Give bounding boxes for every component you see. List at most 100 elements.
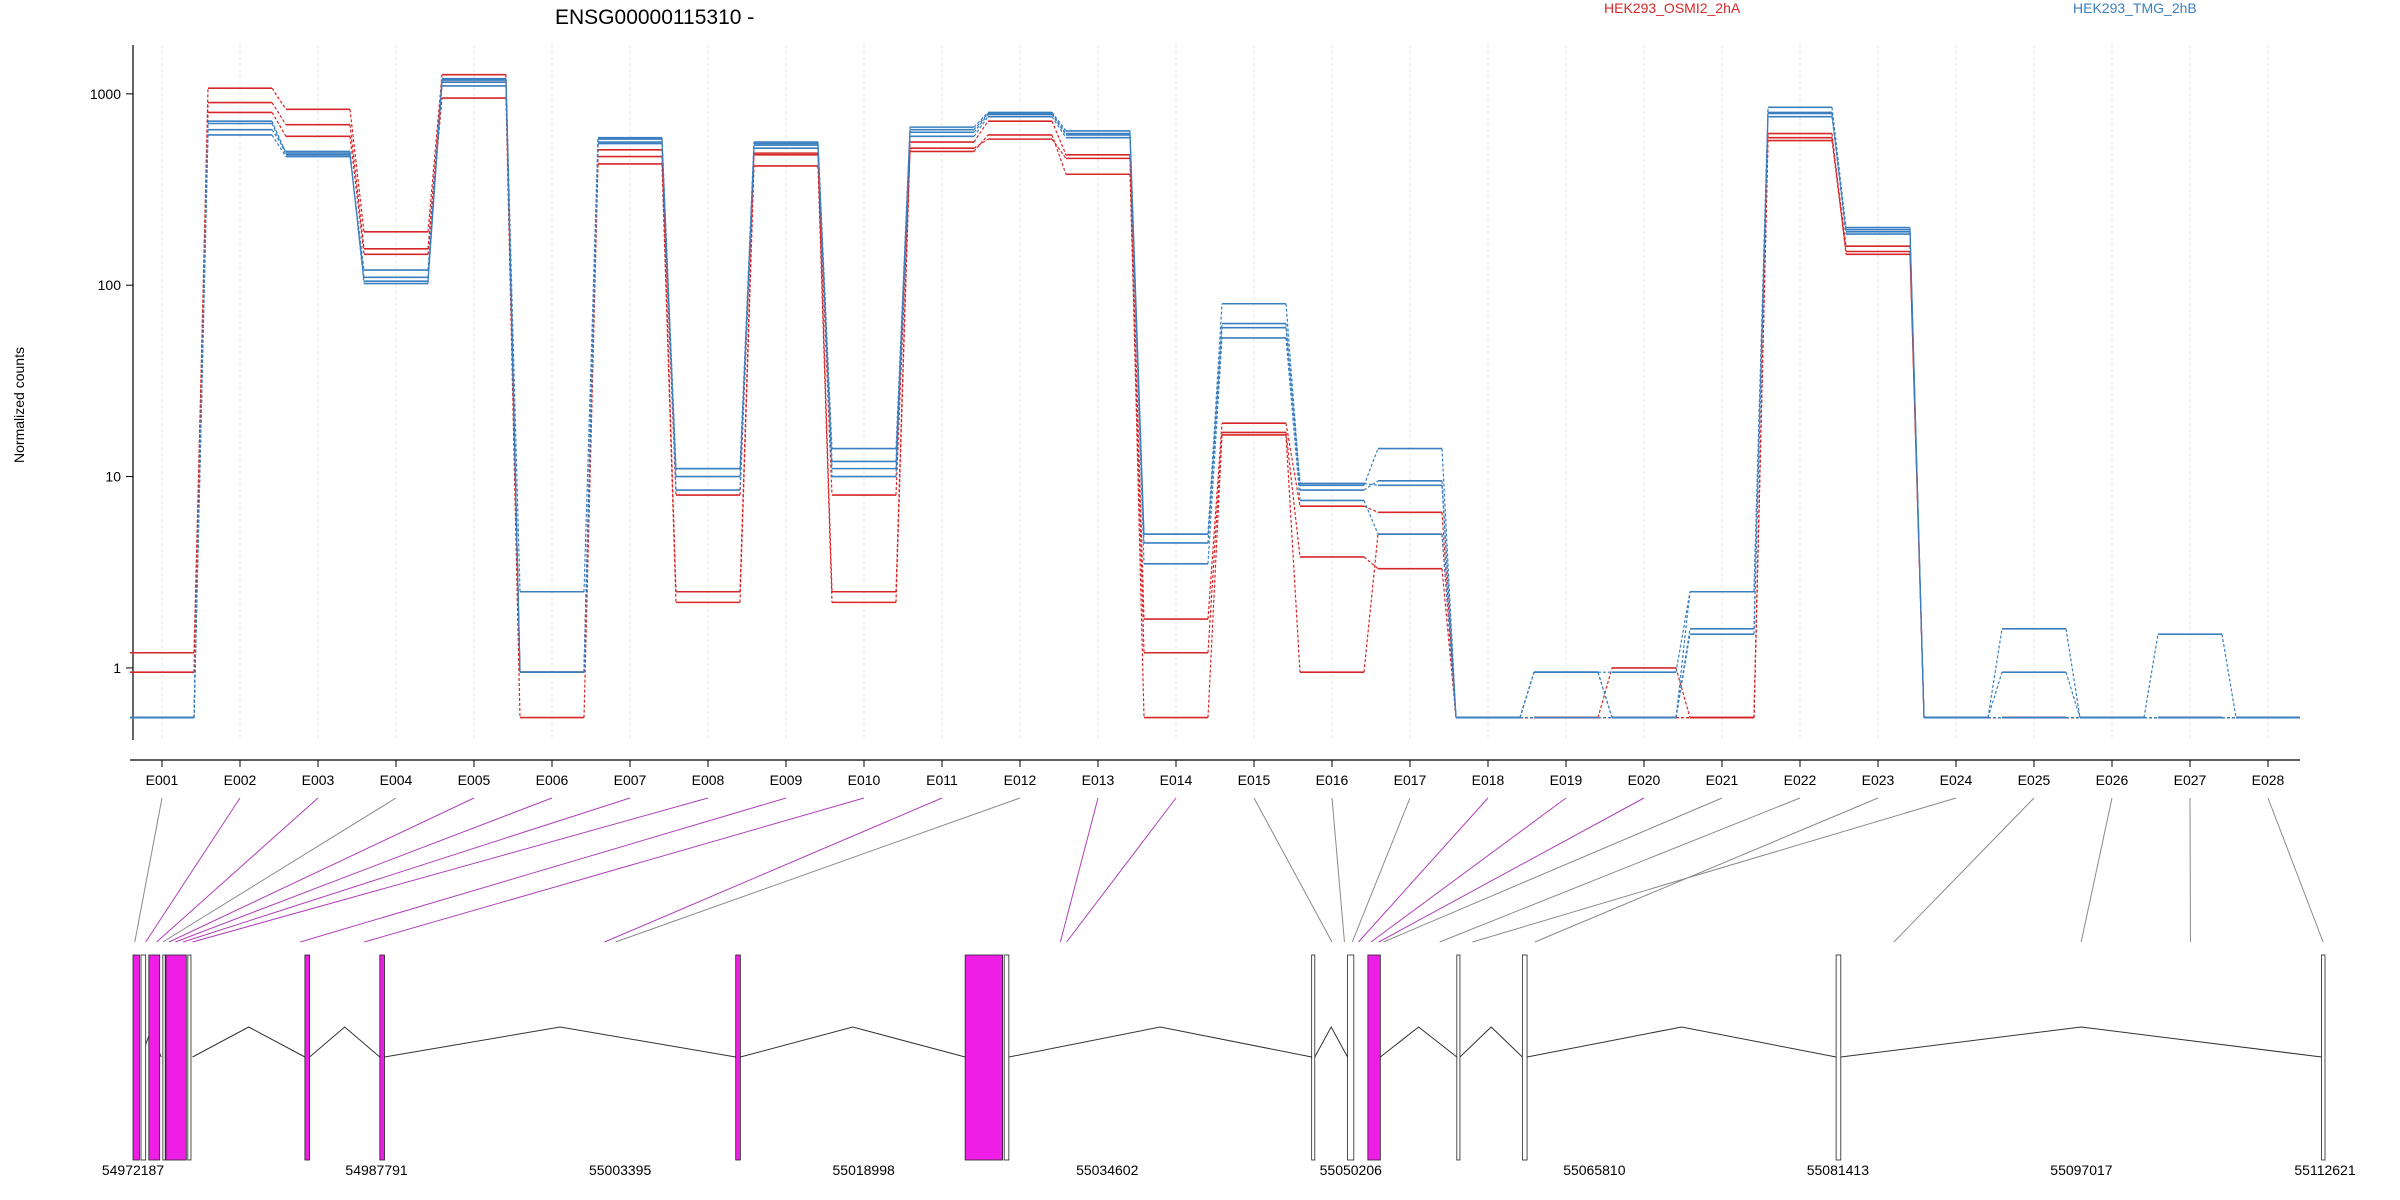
exon-block-grey-3: [187, 954, 192, 1161]
series-6-link-E012: [1051, 116, 1067, 139]
series-3-link-E013: [1129, 158, 1145, 718]
x-tick-label-E018: E018: [1472, 772, 1505, 788]
series-4-link-E006: [583, 137, 599, 592]
x-tick-label-E001: E001: [146, 772, 179, 788]
coordinate-label-55034602: 55034602: [1076, 1162, 1139, 1178]
series-2-link-E004: [427, 82, 443, 249]
intron-junction-5: [1008, 1026, 1312, 1058]
connector-E005: [168, 797, 475, 943]
y-tick-label-100: 100: [98, 277, 122, 293]
intron-junction-7: [1380, 1026, 1458, 1058]
intron-junction-8: [1459, 1026, 1523, 1058]
series-6-link-E017: [1441, 534, 1457, 718]
exon-block-grey-4: [1003, 954, 1010, 1161]
series-6: [130, 85, 2300, 719]
series-2: [130, 81, 2300, 719]
exon-block-magenta-4: [304, 954, 310, 1161]
x-tick-label-E025: E025: [2018, 772, 2051, 788]
series-5-link-E001: [193, 129, 209, 718]
series-5-link-E017: [1441, 480, 1457, 718]
x-tick-label-E007: E007: [614, 772, 647, 788]
series-6-link-E020: [1675, 591, 1691, 718]
series-4-link-E025: [2065, 628, 2081, 718]
series-1-link-E020: [1675, 667, 1691, 718]
intron-junction-9: [1526, 1026, 1837, 1058]
series-4-link-E011: [973, 111, 989, 128]
series-5-link-E016: [1363, 480, 1379, 491]
x-tick-label-E014: E014: [1160, 772, 1193, 788]
exon-block-magenta-5: [379, 954, 385, 1161]
series-5-link-E006: [583, 143, 599, 673]
series-7-link-E005: [505, 80, 521, 673]
series-3-link-E022: [1831, 140, 1847, 252]
series-1-link-E004: [427, 74, 443, 232]
connector-E010: [364, 797, 865, 943]
series-6-link-E023: [1909, 229, 1925, 718]
series-4-link-E020: [1675, 591, 1691, 673]
series-5-link-E024: [1987, 671, 2003, 718]
gene-model-track: [132, 954, 2326, 1161]
series-5-link-E025: [2065, 671, 2081, 718]
x-tick-label-E013: E013: [1082, 772, 1115, 788]
series-2-link-E010: [895, 151, 911, 496]
x-tick-label-E022: E022: [1784, 772, 1817, 788]
coordinate-label-55003395: 55003395: [589, 1162, 652, 1178]
x-tick-label-E002: E002: [224, 772, 257, 788]
x-tick-label-E023: E023: [1862, 772, 1895, 788]
exon-block-grey-2: [162, 954, 166, 1161]
coordinate-label-55112621: 55112621: [2294, 1162, 2355, 1178]
x-tick-label-E012: E012: [1004, 772, 1037, 788]
x-tick-label-E011: E011: [926, 772, 958, 788]
x-tick-label-E021: E021: [1706, 772, 1739, 788]
series-3: [130, 97, 2300, 719]
y-axis: 1 10 100 1000: [90, 45, 134, 740]
series-1-link-E003: [349, 109, 365, 232]
series-3-link-E007: [661, 163, 677, 603]
connector-E004: [162, 797, 397, 943]
x-tick-label-E008: E008: [692, 772, 725, 788]
series-layer: [130, 73, 2300, 719]
exon-block-magenta-1: [132, 954, 140, 1161]
connector-E024: [1472, 797, 1957, 943]
series-6-link-E016: [1363, 500, 1379, 535]
connector-E006: [175, 797, 553, 943]
exon-block-grey-9: [1835, 954, 1842, 1161]
x-tick-label-E010: E010: [848, 772, 881, 788]
exon-block-grey-7: [1456, 954, 1461, 1161]
coordinate-label-54972187: 54972187: [102, 1162, 165, 1178]
connector-E021: [1383, 797, 1723, 943]
series-3-link-E009: [817, 165, 833, 603]
coordinate-label-55097017: 55097017: [2050, 1162, 2113, 1178]
connector-E008: [192, 797, 709, 943]
intron-junction-1: [192, 1026, 306, 1058]
series-6-link-E007: [661, 142, 677, 491]
series-2-link-E002: [271, 102, 287, 126]
series-4-link-E027: [2221, 634, 2237, 718]
series-7-link-E001: [193, 121, 209, 718]
series-3-link-E006: [583, 163, 599, 718]
series-4-link-E026: [2143, 634, 2159, 718]
exon-block-grey-1: [140, 954, 147, 1161]
connector-E003: [156, 797, 319, 943]
exon-block-magenta-7: [964, 954, 1004, 1161]
connector-E013: [1059, 797, 1099, 943]
series-7-link-E002: [271, 120, 287, 154]
coordinate-label-55081413: 55081413: [1807, 1162, 1870, 1178]
exon-block-grey-8: [1521, 954, 1528, 1161]
series-1-link-E015: [1285, 423, 1301, 507]
series-5: [130, 81, 2300, 719]
series-5-link-E002: [271, 129, 287, 152]
series-3-link-E014: [1207, 434, 1223, 718]
series-7-link-E023: [1909, 231, 1925, 718]
series-7-link-E018: [1519, 671, 1535, 718]
exon-block-grey-6: [1347, 954, 1355, 1161]
series-7-link-E022: [1831, 112, 1847, 232]
connector-E007: [182, 797, 631, 943]
y-tick-label-1: 1: [113, 660, 121, 676]
connector-E018: [1358, 797, 1489, 943]
exon-block-magenta-3: [165, 954, 187, 1161]
connector-E017: [1351, 797, 1411, 943]
connector-E009: [300, 797, 787, 943]
series-7-link-E015: [1285, 327, 1301, 484]
